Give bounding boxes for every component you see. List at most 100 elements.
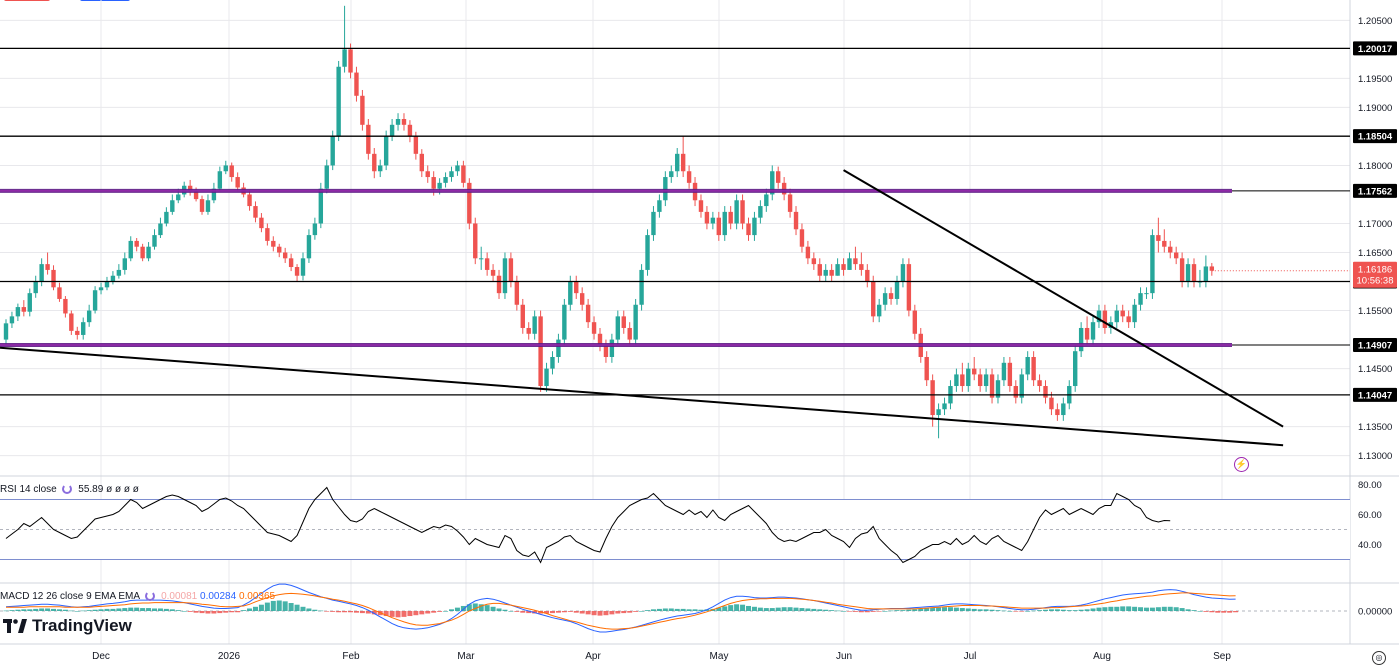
candle-body: [740, 200, 745, 224]
macd-histogram-bar: [449, 609, 454, 611]
candle-body: [1073, 351, 1078, 387]
candle-body: [609, 339, 615, 357]
level-label-bg: [1353, 337, 1397, 352]
macd-histogram-bar: [169, 609, 175, 611]
candle-body: [425, 171, 430, 178]
macd-histogram-bar: [229, 611, 235, 613]
log-scale-toggle-icon[interactable]: ◎: [1372, 651, 1386, 665]
candle-body: [1173, 252, 1179, 259]
candle-body: [140, 246, 145, 259]
macd-histogram-bar: [193, 611, 199, 613]
candle-body: [888, 293, 894, 299]
candle-body: [336, 66, 341, 137]
candle-body: [514, 281, 520, 305]
macd-histogram-bar: [33, 608, 39, 611]
candle-body: [776, 171, 781, 183]
candle-body: [1102, 310, 1108, 328]
candle-body: [930, 380, 935, 416]
candle-body: [158, 223, 163, 236]
candle-body: [265, 228, 270, 241]
candle-body: [383, 136, 389, 166]
candle-body: [389, 124, 395, 137]
settings-cycle-icon[interactable]: [145, 591, 156, 601]
macd-histogram-bar: [757, 607, 763, 611]
price-tick-label: 1.19500: [1358, 74, 1392, 85]
macd-histogram-bar: [609, 611, 615, 615]
candle-body: [92, 290, 98, 311]
macd-histogram-bar: [460, 605, 466, 611]
macd-histogram-bar: [692, 609, 698, 611]
macd-histogram-bar: [959, 608, 965, 611]
candle-body: [39, 264, 44, 282]
sell-button[interactable]: [4, 0, 50, 1]
macd-histogram-bar: [496, 608, 502, 611]
macd-histogram-bar: [508, 611, 514, 612]
candle-body: [57, 287, 62, 299]
macd-histogram-bar: [716, 607, 722, 611]
macd-histogram-bar: [383, 611, 389, 617]
macd-histogram-bar: [817, 609, 823, 611]
macd-title-label: MACD 12 26 close 9 EMA EMA: [0, 591, 140, 602]
macd-hist-value: 0.00081: [161, 591, 198, 602]
candle-body: [372, 153, 377, 172]
macd-histogram-bar: [104, 608, 110, 611]
candle-body: [401, 119, 407, 125]
candle-body: [645, 235, 650, 270]
price-tick-label: 1.16500: [1358, 248, 1392, 259]
lightning-icon[interactable]: ⚡: [1234, 457, 1249, 472]
macd-histogram-bar: [1066, 610, 1072, 611]
candle-body: [3, 323, 9, 340]
macd-histogram-bar: [781, 607, 787, 611]
buy-button[interactable]: [80, 0, 130, 1]
candle-body: [799, 229, 805, 247]
candle-body: [211, 188, 217, 201]
macd-histogram-bar: [674, 608, 680, 611]
candle-body: [811, 258, 817, 265]
macd-histogram-bar: [573, 611, 579, 613]
candle-body: [1025, 357, 1030, 375]
candle-body: [764, 194, 769, 207]
macd-histogram-bar: [1025, 611, 1031, 612]
trendline: [0, 346, 1284, 447]
candle-body: [663, 177, 668, 201]
candle-body: [550, 357, 555, 369]
macd-histogram-bar: [983, 609, 989, 611]
macd-histogram-bar: [1143, 607, 1149, 611]
macd-histogram-bar: [769, 608, 775, 611]
settings-cycle-icon[interactable]: [62, 484, 73, 494]
macd-histogram-bar: [1013, 611, 1019, 612]
macd-histogram-bar: [140, 608, 146, 611]
macd-histogram-bar: [199, 611, 205, 614]
macd-histogram-bar: [353, 611, 359, 613]
macd-histogram-bar: [74, 611, 80, 612]
macd-histogram-bar: [645, 610, 651, 611]
macd-histogram-bar: [223, 611, 229, 613]
candle-body: [942, 403, 947, 410]
tradingview-logo[interactable]: TradingView: [3, 616, 132, 636]
macd-histogram-bar: [930, 608, 936, 611]
candle-body: [597, 333, 603, 346]
macd-histogram-bar: [181, 611, 187, 612]
macd-histogram-bar: [413, 611, 419, 616]
time-axis-label: Dec: [92, 651, 110, 662]
candle-body: [496, 275, 502, 294]
candle-body: [431, 177, 436, 189]
macd-histogram-bar: [86, 610, 92, 611]
time-axis-label: Jul: [964, 651, 977, 662]
macd-histogram-bar: [1001, 610, 1007, 612]
candle-body: [793, 211, 799, 230]
candle-body: [110, 275, 116, 282]
candle-body: [205, 200, 211, 212]
candle-body: [348, 49, 353, 73]
candle-body: [995, 380, 1001, 398]
candle-body: [859, 264, 864, 270]
candle-body: [259, 217, 264, 229]
macd-histogram-bar: [454, 607, 460, 611]
macd-histogram-bar: [359, 611, 365, 614]
macd-histogram-bar: [128, 607, 134, 611]
time-axis-label: Jun: [836, 651, 852, 662]
macd-histogram-bar: [751, 606, 757, 611]
rsi-value: 55.89: [78, 484, 104, 495]
macd-histogram-bar: [466, 604, 472, 611]
